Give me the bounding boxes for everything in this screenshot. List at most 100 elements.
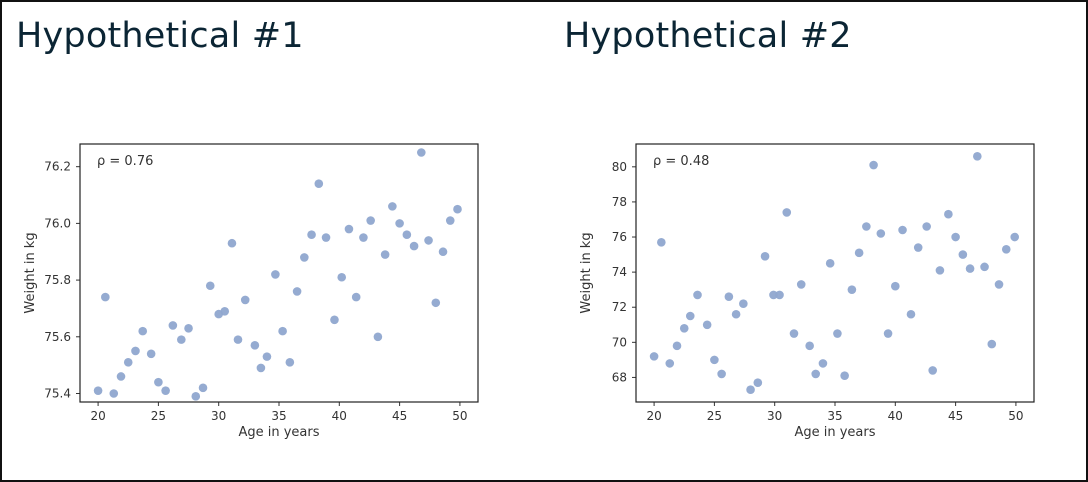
x-tick-label: 25 — [151, 409, 166, 423]
data-point — [177, 335, 186, 344]
data-point — [994, 280, 1004, 289]
data-point — [818, 359, 828, 368]
data-point — [330, 315, 339, 325]
data-point — [307, 230, 316, 240]
y-tick-label: 75.8 — [44, 273, 71, 287]
data-point — [278, 326, 287, 336]
data-point — [693, 290, 702, 300]
data-point — [665, 359, 675, 368]
data-point — [359, 233, 368, 242]
data-point — [724, 292, 734, 301]
data-point — [168, 321, 178, 330]
data-point — [739, 299, 748, 309]
y-axis-label: Weight in kg — [23, 232, 38, 313]
data-point — [344, 224, 354, 234]
x-tick-label: 30 — [767, 409, 782, 423]
y-tick-label: 74 — [612, 265, 627, 279]
data-point — [93, 386, 103, 395]
data-point — [731, 309, 741, 319]
data-point — [431, 298, 441, 308]
data-point — [198, 383, 208, 393]
x-tick-label: 50 — [452, 409, 467, 423]
data-point — [227, 238, 237, 248]
data-point — [928, 366, 937, 375]
data-point — [805, 341, 814, 351]
data-point — [409, 241, 419, 251]
data-point — [1010, 232, 1020, 242]
data-point — [760, 252, 770, 261]
data-point — [753, 378, 763, 387]
y-tick-label: 68 — [612, 370, 627, 384]
data-point — [300, 253, 309, 262]
data-point — [445, 216, 455, 225]
y-tick-label: 75.4 — [44, 386, 71, 400]
data-point — [395, 219, 404, 228]
data-point — [131, 346, 140, 356]
x-tick-label: 30 — [211, 409, 226, 423]
data-point — [789, 329, 799, 338]
data-point — [1001, 245, 1011, 254]
data-point — [373, 332, 383, 342]
y-tick-label: 76.0 — [44, 216, 71, 230]
data-point — [285, 358, 295, 367]
data-point — [710, 355, 719, 365]
y-tick-label: 76.2 — [44, 160, 71, 174]
x-tick-label: 40 — [888, 409, 903, 423]
data-point — [862, 222, 871, 231]
data-point — [220, 306, 230, 316]
data-point — [935, 266, 945, 275]
x-tick-label: 35 — [271, 409, 286, 423]
scatter-plot-2: 20 25 30 35 40 45 50 68 70 72 74 76 78 80 ρ = 0.48 Age … — [579, 143, 1035, 440]
data-point — [262, 352, 272, 361]
data-point — [891, 281, 900, 291]
data-point — [679, 323, 689, 333]
data-point — [775, 290, 784, 300]
data-point — [388, 202, 397, 211]
data-point — [906, 309, 916, 319]
x-axis-label: Age in years — [794, 425, 875, 440]
data-point — [138, 326, 148, 336]
x-tick-label: 35 — [827, 409, 842, 423]
data-point — [256, 363, 266, 373]
data-point — [161, 386, 170, 395]
data-point — [351, 292, 361, 302]
data-point — [913, 243, 923, 252]
data-point — [649, 352, 659, 361]
plot-area-border — [79, 143, 479, 403]
data-point — [782, 208, 792, 217]
correlation-annotation: ρ = 0.48 — [653, 154, 709, 169]
x-tick-label: 25 — [707, 409, 722, 423]
data-point — [847, 285, 857, 294]
y-tick-label: 76 — [612, 230, 627, 244]
data-point — [250, 340, 260, 350]
data-point — [825, 259, 835, 268]
data-point — [883, 329, 893, 338]
data-point — [717, 369, 726, 379]
x-tick-label: 45 — [948, 409, 963, 423]
data-point — [811, 369, 821, 379]
x-tick-label: 50 — [1008, 409, 1023, 423]
data-point — [951, 232, 960, 242]
data-point — [958, 250, 968, 259]
data-point — [898, 225, 907, 235]
data-point — [314, 179, 324, 188]
x-tick-label: 45 — [392, 409, 407, 423]
x-tick-label: 20 — [90, 409, 105, 423]
data-point — [840, 371, 849, 380]
data-point — [769, 290, 778, 300]
y-tick-label: 75.6 — [44, 330, 71, 344]
y-tick-label: 78 — [612, 195, 627, 209]
data-point — [746, 385, 755, 395]
y-tick-label: 80 — [612, 160, 627, 174]
data-point — [240, 295, 250, 305]
data-point — [205, 281, 215, 291]
data-point — [869, 160, 878, 170]
data-point — [402, 230, 412, 240]
data-point — [672, 341, 682, 351]
x-axis-label: Age in years — [238, 425, 319, 440]
y-tick-label: 70 — [612, 335, 627, 349]
data-point — [321, 233, 331, 242]
data-point — [424, 236, 433, 245]
data-point — [146, 349, 156, 359]
correlation-annotation: ρ = 0.76 — [97, 154, 153, 169]
